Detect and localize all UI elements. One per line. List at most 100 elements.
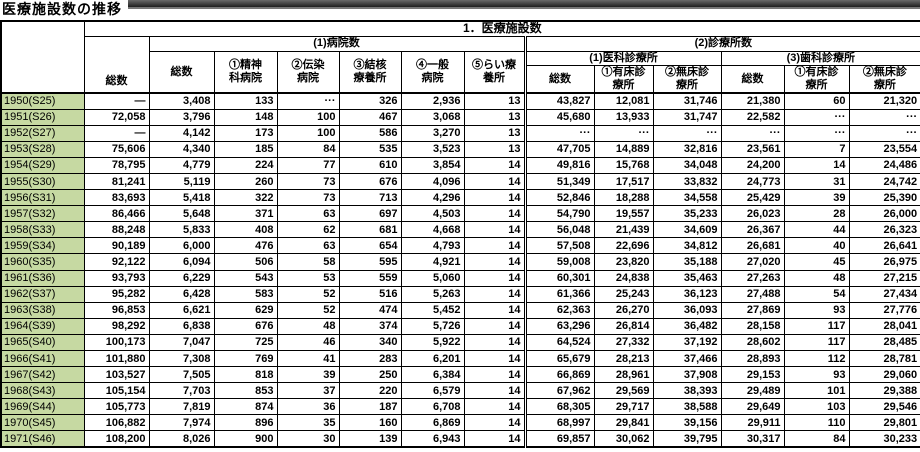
value-cell: 28,961 [593, 366, 654, 384]
value-cell: 26,000 [848, 205, 920, 223]
value-cell: 14 [463, 189, 526, 207]
value-cell: 98,292 [83, 317, 150, 335]
value-cell: 676 [213, 317, 278, 335]
value-cell: 14 [463, 221, 526, 239]
value-cell: 101,880 [83, 349, 150, 368]
value-cell: 29,911 [720, 414, 785, 432]
value-cell: 37,466 [652, 349, 722, 368]
value-cell: 29,841 [593, 414, 654, 432]
value-cell: 148 [213, 108, 278, 126]
value-cell: 37,192 [652, 333, 722, 352]
value-cell: — [83, 124, 150, 142]
value-cell: 7,819 [148, 398, 215, 416]
value-cell: 61,366 [523, 285, 595, 303]
year-cell: 1961(S36) [0, 269, 85, 287]
value-cell: 75,606 [83, 140, 150, 158]
value-cell: 818 [213, 366, 278, 384]
value-cell: 117 [783, 333, 850, 352]
value-cell: 14 [463, 398, 526, 416]
value-cell: 21,380 [720, 92, 785, 110]
value-cell: 7,505 [148, 366, 215, 384]
value-cell: 6,000 [148, 237, 215, 255]
value-cell: 535 [338, 140, 402, 158]
value-cell: 36 [276, 398, 340, 416]
value-cell: 105,773 [83, 398, 150, 416]
value-cell: 53 [276, 269, 340, 287]
value-cell: ··· [848, 108, 920, 126]
value-cell: 83,693 [83, 189, 150, 207]
value-cell: 26,023 [720, 205, 785, 223]
col-header-infectious-hospital: ②伝染 病院 [276, 50, 340, 94]
year-cell: 1952(S27) [0, 124, 85, 142]
value-cell: 26,323 [848, 221, 920, 239]
value-cell: ··· [523, 124, 595, 142]
value-cell: 6,384 [400, 366, 465, 384]
value-cell: 14 [463, 253, 526, 271]
value-cell: 69,857 [523, 430, 595, 448]
value-cell: 64,524 [523, 333, 595, 352]
value-cell: 7,047 [148, 333, 215, 352]
value-cell: 34,609 [652, 221, 722, 239]
value-cell: 27,215 [848, 269, 920, 287]
value-cell: 3,408 [148, 92, 215, 110]
value-cell: 96,853 [83, 301, 150, 319]
value-cell: 13,933 [593, 108, 654, 126]
value-cell: 13 [463, 124, 526, 142]
value-cell: 19,557 [593, 205, 654, 223]
value-cell: 106,882 [83, 414, 150, 432]
value-cell: 14 [463, 237, 526, 255]
year-cell: 1954(S29) [0, 156, 85, 174]
value-cell: 5,452 [400, 301, 465, 319]
value-cell: 173 [213, 124, 278, 142]
value-cell: 86,466 [83, 205, 150, 223]
corner-cell [0, 20, 85, 94]
value-cell: 697 [338, 205, 402, 223]
value-cell: 6,428 [148, 285, 215, 303]
table-row: 1954(S29) 78,795 4,779 224 77 610 3,854 14 49,81… [0, 156, 920, 174]
value-cell: 44 [783, 221, 850, 239]
value-cell: 93 [783, 301, 850, 319]
value-cell: 25,243 [593, 285, 654, 303]
value-cell: 26,641 [848, 237, 920, 255]
value-cell: 187 [338, 398, 402, 416]
value-cell: 133 [213, 92, 278, 110]
value-cell: 23,820 [593, 253, 654, 271]
value-cell: 54,790 [523, 205, 595, 223]
value-cell: 22,582 [720, 108, 785, 126]
value-cell: 4,096 [400, 172, 465, 191]
group-header-medical-clinics: (1)医科診療所 [523, 50, 722, 66]
value-cell: 31,747 [652, 108, 722, 126]
value-cell: 4,921 [400, 253, 465, 271]
year-cell: 1955(S30) [0, 172, 85, 191]
value-cell: 559 [338, 269, 402, 287]
value-cell: 26,270 [593, 301, 654, 319]
table-row: 1962(S37) 95,282 6,428 583 52 516 5,263 14 61,36… [0, 285, 920, 303]
value-cell: ··· [720, 124, 785, 142]
value-cell: 28,041 [848, 317, 920, 335]
col-header-general-hospital: ④一般 病院 [400, 50, 465, 94]
group-header-dental-clinics: (3)歯科診療所 [720, 50, 920, 66]
value-cell: 595 [338, 253, 402, 271]
value-cell: 14 [463, 285, 526, 303]
table-row: 1952(S27) —4,142 173 100 586 3,270 13 ··· ··· ···… [0, 124, 920, 142]
group-header-hospitals: (1)病院数 [148, 35, 526, 52]
value-cell: 77 [276, 156, 340, 174]
col-header-dental-with-beds: ①有床診 療所 [783, 64, 850, 94]
value-cell: 26,681 [720, 237, 785, 255]
value-cell: 47,705 [523, 140, 595, 158]
value-cell: 14 [463, 301, 526, 319]
value-cell: 769 [213, 349, 278, 368]
year-cell: 1959(S34) [0, 237, 85, 255]
value-cell: 340 [338, 333, 402, 352]
value-cell: 8,026 [148, 430, 215, 448]
year-cell: 1958(S33) [0, 221, 85, 239]
value-cell: 13 [463, 92, 526, 110]
value-cell: 56,048 [523, 221, 595, 239]
value-cell: 185 [213, 140, 278, 158]
value-cell: 30,062 [593, 430, 654, 448]
value-cell: 68,305 [523, 398, 595, 416]
value-cell: 676 [338, 172, 402, 191]
value-cell: 4,142 [148, 124, 215, 142]
year-cell: 1971(S46) [0, 430, 85, 448]
year-cell: 1951(S26) [0, 108, 85, 126]
